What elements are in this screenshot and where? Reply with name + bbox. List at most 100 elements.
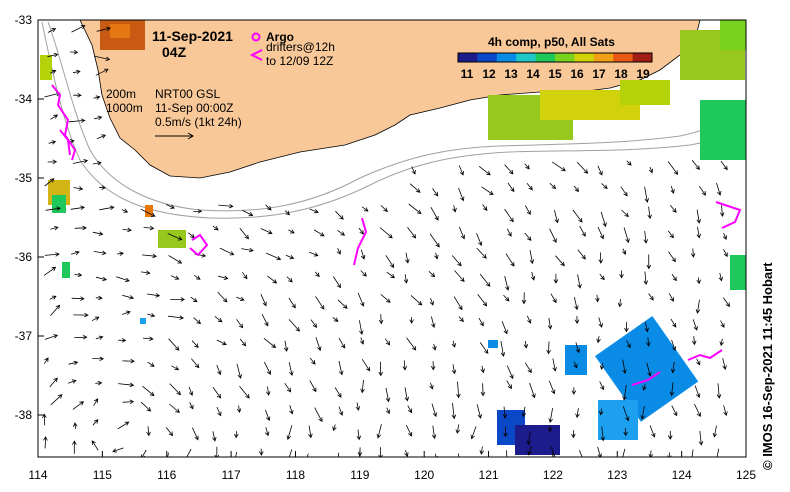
current-arrow bbox=[506, 365, 514, 380]
current-arrow bbox=[646, 337, 651, 347]
current-arrow bbox=[668, 293, 674, 302]
current-arrow bbox=[385, 407, 391, 415]
current-arrow bbox=[671, 339, 677, 351]
current-arrow bbox=[95, 276, 108, 282]
current-arrow bbox=[716, 383, 722, 399]
x-tick-label: 117 bbox=[222, 468, 241, 482]
current-arrow bbox=[74, 335, 88, 340]
current-arrow bbox=[640, 405, 645, 420]
current-arrow bbox=[167, 233, 183, 241]
current-arrow bbox=[690, 248, 696, 258]
current-arrow bbox=[479, 446, 485, 455]
current-arrow bbox=[523, 340, 529, 349]
current-arrow bbox=[242, 210, 254, 217]
current-arrow bbox=[43, 436, 48, 449]
current-arrow bbox=[722, 232, 727, 240]
current-arrow bbox=[720, 160, 728, 171]
current-arrow bbox=[454, 270, 465, 283]
current-arrow bbox=[334, 387, 342, 398]
current-arrow bbox=[283, 340, 289, 352]
colorbar-segment bbox=[613, 53, 634, 62]
current-arrow bbox=[288, 362, 294, 377]
current-arrow bbox=[43, 266, 57, 276]
current-arrow bbox=[310, 319, 317, 328]
current-arrow bbox=[478, 165, 491, 176]
argo-label: Argo bbox=[266, 30, 294, 44]
current-arrow bbox=[646, 362, 652, 377]
current-arrow bbox=[691, 449, 694, 457]
current-arrow bbox=[212, 225, 219, 231]
current-arrow bbox=[671, 273, 677, 282]
colorbar-tick-label: 13 bbox=[504, 67, 518, 81]
current-arrow bbox=[44, 334, 59, 340]
current-arrow bbox=[573, 185, 579, 193]
current-arrow bbox=[99, 205, 115, 211]
current-arrow bbox=[405, 252, 410, 264]
current-arrow bbox=[507, 182, 515, 193]
current-arrow bbox=[261, 314, 269, 327]
current-arrow bbox=[236, 319, 244, 329]
current-arrow bbox=[309, 357, 316, 365]
current-arrow bbox=[68, 360, 79, 366]
current-arrow bbox=[643, 230, 648, 244]
current-arrow bbox=[626, 340, 631, 349]
current-arrow bbox=[530, 271, 536, 281]
current-arrow bbox=[579, 225, 586, 237]
current-arrow bbox=[170, 297, 186, 302]
colorbar-tick-label: 18 bbox=[614, 67, 628, 81]
current-arrow bbox=[718, 272, 723, 282]
current-arrow bbox=[258, 448, 264, 456]
colorbar-segment bbox=[593, 53, 614, 62]
current-arrow bbox=[193, 274, 201, 280]
current-arrow bbox=[378, 314, 384, 325]
current-arrow bbox=[146, 426, 151, 437]
current-arrow bbox=[643, 271, 649, 286]
current-arrow bbox=[216, 364, 222, 376]
current-arrow bbox=[214, 316, 223, 323]
current-arrow bbox=[571, 387, 577, 395]
current-arrow bbox=[239, 338, 247, 347]
current-arrow bbox=[289, 405, 294, 415]
current-arrow bbox=[429, 297, 434, 306]
current-arrow bbox=[376, 424, 382, 439]
current-arrow bbox=[667, 230, 674, 239]
current-arrow bbox=[308, 425, 313, 439]
current-arrow bbox=[92, 356, 105, 362]
current-arrow bbox=[169, 403, 180, 414]
current-arrow bbox=[622, 248, 627, 255]
current-arrow bbox=[142, 385, 155, 397]
current-arrow bbox=[338, 406, 344, 416]
current-arrow bbox=[622, 359, 627, 375]
current-arrow bbox=[501, 321, 508, 335]
current-arrow bbox=[93, 95, 101, 100]
current-arrow bbox=[117, 421, 130, 430]
current-arrow bbox=[644, 186, 649, 203]
current-arrow bbox=[670, 361, 676, 374]
colorbar-frame bbox=[457, 52, 653, 63]
current-arrow bbox=[549, 228, 557, 243]
current-arrow bbox=[95, 380, 103, 386]
current-arrow bbox=[432, 188, 439, 197]
colorbar-segment bbox=[574, 53, 595, 62]
current-arrow bbox=[72, 69, 81, 75]
current-arrow bbox=[431, 403, 438, 418]
current-arrow bbox=[409, 183, 421, 193]
current-arrow bbox=[72, 440, 77, 454]
current-arrow bbox=[190, 358, 200, 369]
colorbar-tick-label: 19 bbox=[636, 67, 650, 81]
current-arrow bbox=[50, 394, 63, 406]
title-time: 04Z bbox=[162, 44, 187, 60]
current-arrow bbox=[622, 384, 627, 401]
current-arrow bbox=[143, 225, 155, 231]
current-arrow bbox=[260, 294, 267, 307]
current-arrow bbox=[623, 227, 630, 244]
drifters-label-2: to 12/09 12Z bbox=[266, 54, 333, 68]
current-arrow bbox=[112, 447, 124, 453]
current-arrow bbox=[359, 320, 364, 336]
current-arrow bbox=[458, 165, 464, 176]
current-arrow bbox=[597, 227, 604, 240]
current-arrow bbox=[576, 161, 589, 174]
current-arrow bbox=[48, 140, 57, 145]
current-arrow bbox=[667, 161, 679, 175]
current-arrow bbox=[402, 360, 408, 371]
